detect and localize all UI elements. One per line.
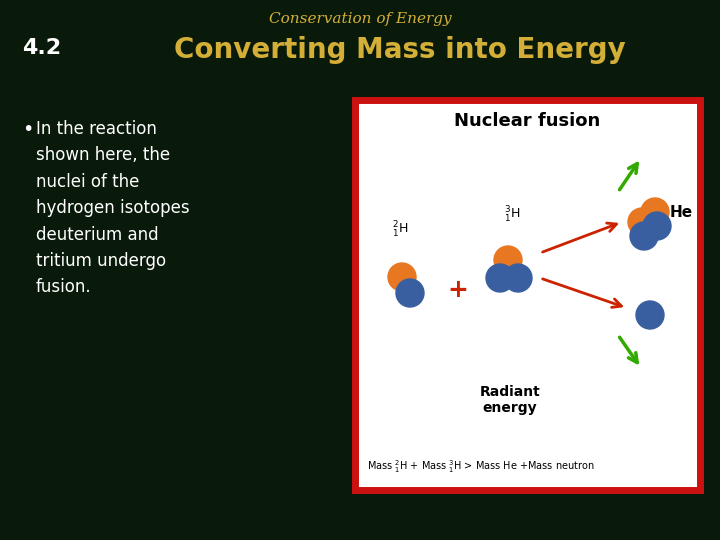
Circle shape [396, 279, 424, 307]
Circle shape [630, 222, 658, 250]
Text: •: • [22, 120, 33, 139]
Circle shape [636, 301, 664, 329]
Circle shape [494, 246, 522, 274]
Circle shape [628, 208, 656, 236]
Circle shape [504, 264, 532, 292]
Text: Mass $^{2}_{1}$H + Mass $^{3}_{1}$H > Mass He +Mass neutron: Mass $^{2}_{1}$H + Mass $^{3}_{1}$H > Ma… [367, 458, 595, 475]
Text: In the reaction
shown here, the
nuclei of the
hydrogen isotopes
deuterium and
tr: In the reaction shown here, the nuclei o… [36, 120, 189, 296]
Text: Radiant
energy: Radiant energy [480, 385, 541, 415]
Text: He: He [670, 205, 693, 220]
Text: Nuclear fusion: Nuclear fusion [454, 112, 600, 130]
Text: Conservation of Energy: Conservation of Energy [269, 12, 451, 26]
Text: +: + [448, 278, 469, 302]
Circle shape [643, 212, 671, 240]
Circle shape [641, 198, 669, 226]
Text: Converting Mass into Energy: Converting Mass into Energy [174, 36, 626, 64]
Circle shape [388, 263, 416, 291]
Circle shape [486, 264, 514, 292]
FancyBboxPatch shape [355, 100, 700, 490]
Text: $^{2}_{1}$H: $^{2}_{1}$H [392, 220, 408, 240]
Text: 4.2: 4.2 [22, 38, 61, 58]
Text: $^{3}_{1}$H: $^{3}_{1}$H [504, 205, 520, 225]
